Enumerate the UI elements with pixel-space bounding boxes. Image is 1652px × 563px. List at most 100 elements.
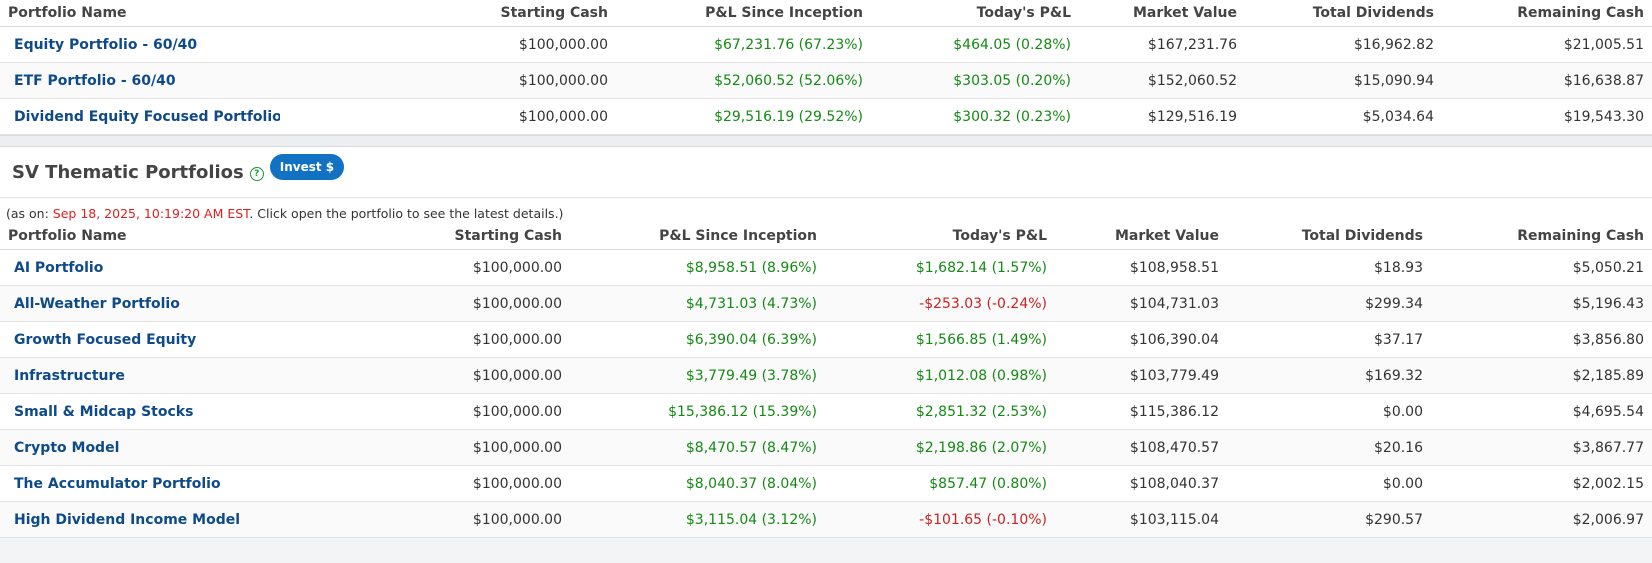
portfolio-name-link[interactable]: Infrastructure xyxy=(14,367,125,384)
table-cell: Dividend Equity Focused Portfolio xyxy=(0,98,280,135)
table-cell: $100,000.00 xyxy=(280,26,616,63)
table-row[interactable]: Equity Portfolio - 60/40 $100,000.00 $67,2… xyxy=(0,26,1652,63)
col-todays-pl[interactable]: Today's P&L xyxy=(825,223,1055,250)
help-icon[interactable]: ? xyxy=(249,166,264,181)
as-of-suffix: . Click open the portfolio to see the la… xyxy=(249,206,564,221)
col-starting-cash[interactable]: Starting Cash xyxy=(280,0,616,27)
portfolio-name-link[interactable]: ETF Portfolio - 60/40 xyxy=(14,72,176,89)
todays-pl-cell: $1,566.85 (1.49%) xyxy=(915,331,1047,348)
col-pl-since-inception[interactable]: P&L Since Inception xyxy=(616,0,871,27)
portfolio-name-link[interactable]: Dividend Equity Focused Portfolio xyxy=(14,108,280,125)
todays-pl-cell: $1,682.14 (1.57%) xyxy=(915,259,1047,276)
table-row[interactable]: ETF Portfolio - 60/40 $100,000.00 $52,060.… xyxy=(0,62,1652,99)
market-value-cell: $108,470.57 xyxy=(1129,439,1219,456)
table-cell: $2,851.32 (2.53%) xyxy=(825,393,1055,430)
portfolio-name-link[interactable]: Crypto Model xyxy=(14,439,120,456)
total-dividends-cell: $15,090.94 xyxy=(1353,72,1434,89)
section-divider xyxy=(0,135,1652,147)
todays-pl-cell: $2,198.86 (2.07%) xyxy=(915,439,1047,456)
table-cell: $100,000.00 xyxy=(245,393,570,430)
table-row[interactable]: Infrastructure $100,000.00 $3,779.49 (3.78… xyxy=(0,357,1652,394)
table-row[interactable]: Crypto Model $100,000.00 $8,470.57 (8.47%)… xyxy=(0,429,1652,466)
table-cell: Equity Portfolio - 60/40 xyxy=(0,26,280,63)
table-cell: $299.34 xyxy=(1227,285,1431,322)
table-cell: $103,779.49 xyxy=(1055,357,1227,394)
table-cell: $16,962.82 xyxy=(1245,26,1442,63)
col-pl-since-inception[interactable]: P&L Since Inception xyxy=(570,223,825,250)
invest-button[interactable]: Invest $ xyxy=(269,154,345,180)
table-cell: $5,196.43 xyxy=(1431,285,1652,322)
todays-pl-cell: -$253.03 (-0.24%) xyxy=(919,295,1047,312)
table-cell: $8,958.51 (8.96%) xyxy=(570,249,825,286)
table-cell: $6,390.04 (6.39%) xyxy=(570,321,825,358)
col-total-dividends[interactable]: Total Dividends xyxy=(1227,223,1431,250)
col-remaining-cash[interactable]: Remaining Cash xyxy=(1442,0,1652,27)
as-of-prefix: (as on: xyxy=(6,206,53,221)
table-cell: $67,231.76 (67.23%) xyxy=(616,26,871,63)
col-portfolio-name[interactable]: Portfolio Name xyxy=(0,0,280,27)
portfolio-name-link[interactable]: AI Portfolio xyxy=(14,259,104,276)
table-cell: $100,000.00 xyxy=(245,321,570,358)
table-cell: $4,731.03 (4.73%) xyxy=(570,285,825,322)
table-row[interactable]: Growth Focused Equity $100,000.00 $6,390.0… xyxy=(0,321,1652,358)
remaining-cash-cell: $5,196.43 xyxy=(1572,295,1644,312)
thematic-section-header: SV Thematic Portfolios ? Invest $ xyxy=(0,147,1652,198)
portfolio-name-link[interactable]: High Dividend Income Model xyxy=(14,511,241,528)
table-cell: $21,005.51 xyxy=(1442,26,1652,63)
thematic-portfolios-table: Portfolio Name Starting Cash P&L Since I… xyxy=(0,223,1652,538)
table-cell: All-Weather Portfolio xyxy=(0,285,245,322)
table-cell: $129,516.19 xyxy=(1079,98,1245,135)
todays-pl-cell: $300.32 (0.23%) xyxy=(953,108,1071,125)
col-todays-pl[interactable]: Today's P&L xyxy=(871,0,1079,27)
col-market-value[interactable]: Market Value xyxy=(1079,0,1245,27)
pl-since-inception-cell: $3,115.04 (3.12%) xyxy=(685,511,817,528)
col-portfolio-name[interactable]: Portfolio Name xyxy=(0,223,245,250)
market-value-cell: $106,390.04 xyxy=(1129,331,1219,348)
starting-cash-cell: $100,000.00 xyxy=(518,72,608,89)
portfolio-name-link[interactable]: The Accumulator Portfolio xyxy=(14,475,221,492)
table-cell: $1,566.85 (1.49%) xyxy=(825,321,1055,358)
total-dividends-cell: $16,962.82 xyxy=(1353,36,1434,53)
table-cell: $3,856.80 xyxy=(1431,321,1652,358)
table-cell: $1,682.14 (1.57%) xyxy=(825,249,1055,286)
table-cell: Infrastructure xyxy=(0,357,245,394)
portfolio-name-link[interactable]: All-Weather Portfolio xyxy=(14,295,180,312)
table-row[interactable]: AI Portfolio $100,000.00 $8,958.51 (8.96%)… xyxy=(0,249,1652,286)
table-cell: $19,543.30 xyxy=(1442,98,1652,135)
table-cell: $108,470.57 xyxy=(1055,429,1227,466)
table-row[interactable]: Small & Midcap Stocks $100,000.00 $15,386.… xyxy=(0,393,1652,430)
portfolio-name-link[interactable]: Growth Focused Equity xyxy=(14,331,197,348)
todays-pl-cell: $2,851.32 (2.53%) xyxy=(915,403,1047,420)
table-cell: $104,731.03 xyxy=(1055,285,1227,322)
table-header-row: Portfolio Name Starting Cash P&L Since I… xyxy=(0,0,1652,27)
total-dividends-cell: $299.34 xyxy=(1365,295,1423,312)
table-cell: $167,231.76 xyxy=(1079,26,1245,63)
market-value-cell: $108,040.37 xyxy=(1129,475,1219,492)
table-cell: $15,090.94 xyxy=(1245,62,1442,99)
col-total-dividends[interactable]: Total Dividends xyxy=(1245,0,1442,27)
remaining-cash-cell: $19,543.30 xyxy=(1563,108,1644,125)
portfolio-name-link[interactable]: Equity Portfolio - 60/40 xyxy=(14,36,198,53)
remaining-cash-cell: $2,006.97 xyxy=(1572,511,1644,528)
table-row[interactable]: The Accumulator Portfolio $100,000.00 $8,0… xyxy=(0,465,1652,502)
col-remaining-cash[interactable]: Remaining Cash xyxy=(1431,223,1652,250)
table-cell: $106,390.04 xyxy=(1055,321,1227,358)
starting-cash-cell: $100,000.00 xyxy=(472,367,562,384)
table-row[interactable]: Dividend Equity Focused Portfolio $100,00… xyxy=(0,98,1652,135)
todays-pl-cell: $1,012.08 (0.98%) xyxy=(915,367,1047,384)
table-cell: $3,779.49 (3.78%) xyxy=(570,357,825,394)
table-cell: $2,185.89 xyxy=(1431,357,1652,394)
table-cell: $464.05 (0.28%) xyxy=(871,26,1079,63)
table-cell: ETF Portfolio - 60/40 xyxy=(0,62,280,99)
table-cell: $290.57 xyxy=(1227,501,1431,538)
pl-since-inception-cell: $6,390.04 (6.39%) xyxy=(685,331,817,348)
table-row[interactable]: All-Weather Portfolio $100,000.00 $4,731.0… xyxy=(0,285,1652,322)
market-value-cell: $152,060.52 xyxy=(1147,72,1237,89)
starting-cash-cell: $100,000.00 xyxy=(518,36,608,53)
table-row[interactable]: High Dividend Income Model $100,000.00 $3,… xyxy=(0,501,1652,538)
col-starting-cash[interactable]: Starting Cash xyxy=(245,223,570,250)
col-market-value[interactable]: Market Value xyxy=(1055,223,1227,250)
portfolio-name-link[interactable]: Small & Midcap Stocks xyxy=(14,403,194,420)
table-cell: $2,006.97 xyxy=(1431,501,1652,538)
table-cell: $100,000.00 xyxy=(245,429,570,466)
